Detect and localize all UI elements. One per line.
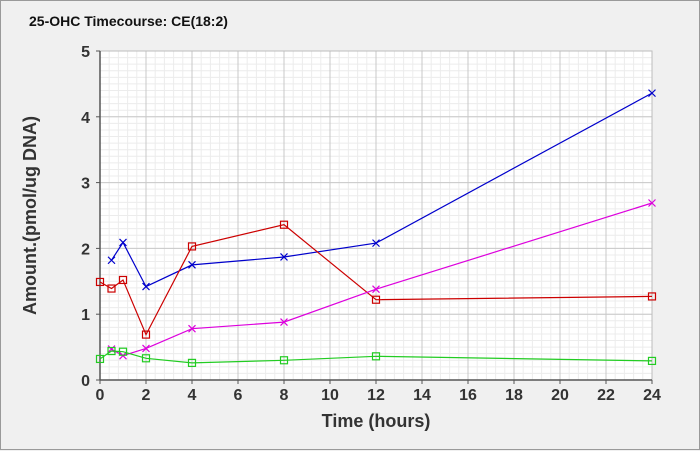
data-point: [647, 292, 657, 301]
x-tick-label: 18: [505, 387, 523, 404]
x-axis-label: Time (hours): [322, 411, 431, 431]
series-layer: [95, 89, 657, 367]
data-point: [187, 242, 197, 251]
data-point: [372, 285, 380, 294]
x-tick-label: 8: [280, 387, 289, 404]
series-4: [95, 346, 657, 367]
data-point: [279, 220, 289, 229]
x-axis-ticks: 0 2 4 6 8 10 12 14 16 18 20 22 24: [96, 380, 661, 404]
data-point: [187, 358, 197, 367]
data-point: [95, 354, 105, 364]
data-point: [107, 284, 116, 293]
data-point: [188, 260, 196, 269]
series-1: [107, 89, 656, 291]
chart-title: 25-OHC Timecourse: CE(18:2): [29, 13, 228, 29]
x-tick-label: 22: [597, 387, 615, 404]
data-point: [188, 324, 196, 333]
x-tick-label: 24: [643, 387, 661, 404]
data-point: [141, 330, 151, 339]
x-tick-label: 16: [459, 387, 477, 404]
data-point: [118, 275, 128, 285]
data-point: [141, 354, 151, 363]
y-tick-label: 4: [81, 110, 90, 127]
series-2: [95, 220, 657, 339]
data-point: [648, 89, 656, 98]
data-point: [280, 253, 288, 261]
x-tick-label: 20: [551, 387, 569, 404]
data-point: [107, 346, 116, 356]
data-point: [280, 318, 288, 327]
x-tick-label: 12: [367, 387, 385, 404]
y-axis-label: Amount.(pmol/ug DNA): [20, 116, 40, 315]
data-point: [142, 282, 150, 291]
data-point: [372, 239, 380, 248]
y-axis-ticks: 0 1 2 3 4 5: [81, 44, 100, 390]
data-point: [371, 295, 381, 304]
data-point: [371, 352, 381, 361]
data-point: [647, 356, 657, 366]
y-tick-label: 0: [81, 373, 90, 390]
data-point: [95, 277, 105, 287]
series-2-line: [99, 224, 653, 337]
data-point: [648, 199, 656, 207]
x-tick-label: 4: [188, 387, 197, 404]
data-point: [107, 256, 116, 265]
y-tick-label: 2: [81, 241, 90, 258]
series-4-line: [99, 350, 653, 364]
data-point: [279, 356, 289, 365]
y-tick-label: 3: [81, 176, 90, 193]
x-tick-label: 10: [321, 387, 339, 404]
y-tick-label: 5: [81, 44, 90, 61]
y-tick-label: 1: [81, 307, 90, 324]
data-point: [142, 344, 150, 353]
x-tick-label: 14: [413, 387, 431, 404]
data-point: [119, 238, 127, 247]
x-tick-label: 6: [234, 387, 243, 404]
x-tick-label: 0: [96, 387, 105, 404]
data-point: [118, 347, 128, 356]
x-tick-label: 2: [142, 387, 151, 404]
